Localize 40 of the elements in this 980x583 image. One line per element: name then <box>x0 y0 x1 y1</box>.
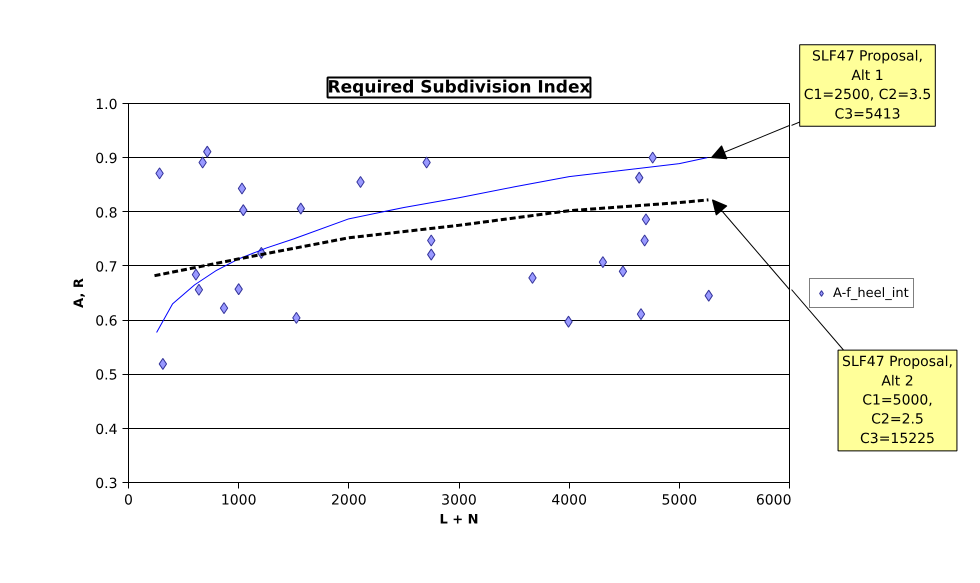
point <box>192 268 200 281</box>
point <box>292 312 301 324</box>
point <box>636 308 646 320</box>
y-tick-label: 0.4 <box>95 422 118 438</box>
point <box>238 182 246 195</box>
y-tick-label: 0.5 <box>95 368 118 384</box>
x-tick-label: 4000 <box>551 492 587 508</box>
point <box>155 167 164 180</box>
x-tick-label: 6000 <box>756 492 792 508</box>
x-tick-label: 3000 <box>441 492 477 508</box>
point <box>564 316 573 328</box>
line-series <box>156 157 708 334</box>
x-tick-label: 1000 <box>220 492 256 508</box>
point <box>528 272 537 284</box>
point <box>356 176 365 188</box>
y-tick-label: 0.3 <box>95 476 118 492</box>
annotation: SLF47 Proposal, Alt 1 C1=2500, C2=3.5 C3=5413 <box>804 48 932 122</box>
y-tick-label: 0.9 <box>95 151 118 168</box>
chart-title: Required Subdivision Index <box>328 78 590 98</box>
legend-label: A-f_heel_int <box>833 286 909 300</box>
x-axis-title: L + N <box>439 512 479 528</box>
y-tick-label: 0.8 <box>95 205 118 222</box>
point <box>194 284 204 296</box>
text: SLF47 Proposal, Alt 2 C1=5000, C2=2.5 C3=15225 <box>842 354 953 447</box>
y-tick-label: 0.6 <box>95 314 118 330</box>
point <box>640 234 649 246</box>
point <box>158 358 168 370</box>
x-tick-label: 5000 <box>662 492 698 508</box>
y-tick-label: 0.7 <box>95 259 118 276</box>
point <box>198 156 207 169</box>
y-axis-title: A, R <box>72 278 88 308</box>
y-tick-label: 1.0 <box>95 97 118 113</box>
x-tick-label: 2000 <box>331 492 367 508</box>
point <box>422 156 431 169</box>
x-tick-label: 0 <box>124 492 133 508</box>
line-series <box>153 198 710 278</box>
point <box>618 265 628 278</box>
point <box>642 213 650 226</box>
point <box>220 302 228 314</box>
point <box>598 256 608 268</box>
